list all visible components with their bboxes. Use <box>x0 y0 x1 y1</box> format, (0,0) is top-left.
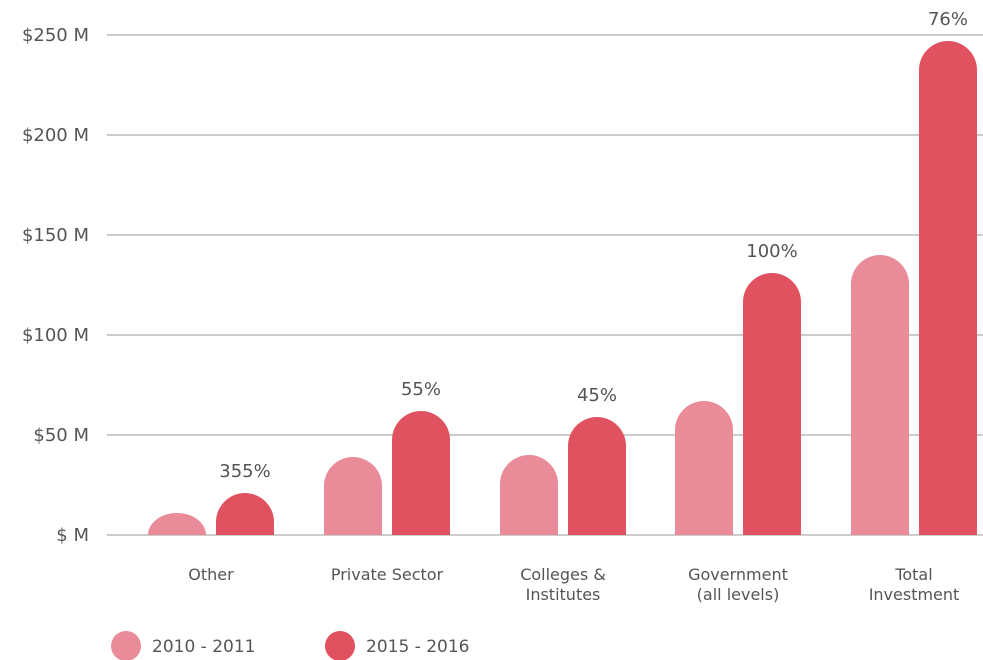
bar-2010-2011 <box>675 401 733 535</box>
category-labels: Other Private Sector Colleges &Institutes G… <box>188 565 959 604</box>
percent-change-label: 100% <box>746 241 797 262</box>
percent-change-labels: 355% 55% 45% 100% 76% <box>219 9 968 482</box>
gridlines <box>107 34 983 536</box>
bar-2015-2016 <box>568 417 626 535</box>
category-label: Total <box>894 565 932 584</box>
category-label: Other <box>188 565 234 584</box>
bar-2010-2011 <box>500 455 558 535</box>
bar-2015-2016 <box>919 41 977 535</box>
y-tick-label: $100 M <box>22 325 89 346</box>
y-tick-label: $ M <box>56 525 89 546</box>
y-tick-label: $250 M <box>22 25 89 46</box>
category-label: Private Sector <box>331 565 444 584</box>
percent-change-label: 45% <box>577 385 617 406</box>
y-tick-label: $50 M <box>33 425 89 446</box>
bar-2010-2011 <box>324 457 382 535</box>
legend-swatch <box>325 631 355 660</box>
percent-change-label: 355% <box>219 461 270 482</box>
category-label: Investment <box>869 585 960 604</box>
bar-2015-2016 <box>216 493 274 535</box>
category-label: Institutes <box>526 585 601 604</box>
percent-change-label: 55% <box>401 379 441 400</box>
category-label: Government <box>688 565 788 584</box>
category-label: Colleges & <box>520 565 606 584</box>
y-tick-label: $200 M <box>22 125 89 146</box>
legend-label: 2010 - 2011 <box>152 637 255 657</box>
bar-2010-2011 <box>148 513 206 535</box>
y-axis-tick-labels: $ M $50 M $100 M $150 M $200 M $250 M <box>22 25 89 546</box>
category-label: (all levels) <box>697 585 780 604</box>
bar-2010-2011 <box>851 255 909 535</box>
y-tick-label: $150 M <box>22 225 89 246</box>
legend-label: 2015 - 2016 <box>366 637 469 657</box>
bar-2015-2016 <box>743 273 801 535</box>
legend-swatch <box>111 631 141 660</box>
bars <box>148 41 977 535</box>
legend: 2010 - 2011 2015 - 2016 <box>111 631 469 660</box>
bar-2015-2016 <box>392 411 450 535</box>
percent-change-label: 76% <box>928 9 968 30</box>
